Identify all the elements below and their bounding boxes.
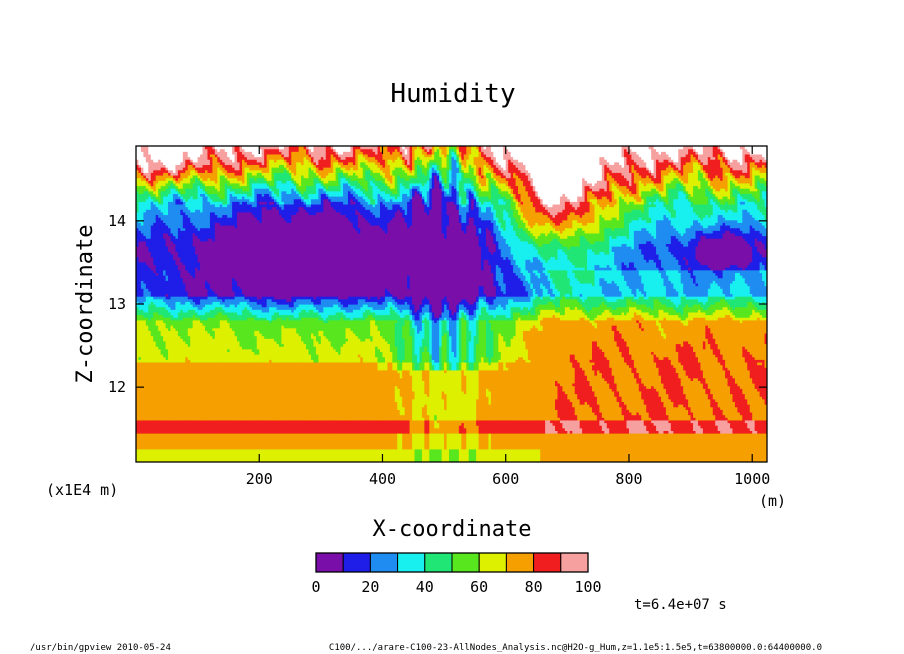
- plot-area: [136, 146, 768, 463]
- chart-title: Humidity: [390, 79, 515, 109]
